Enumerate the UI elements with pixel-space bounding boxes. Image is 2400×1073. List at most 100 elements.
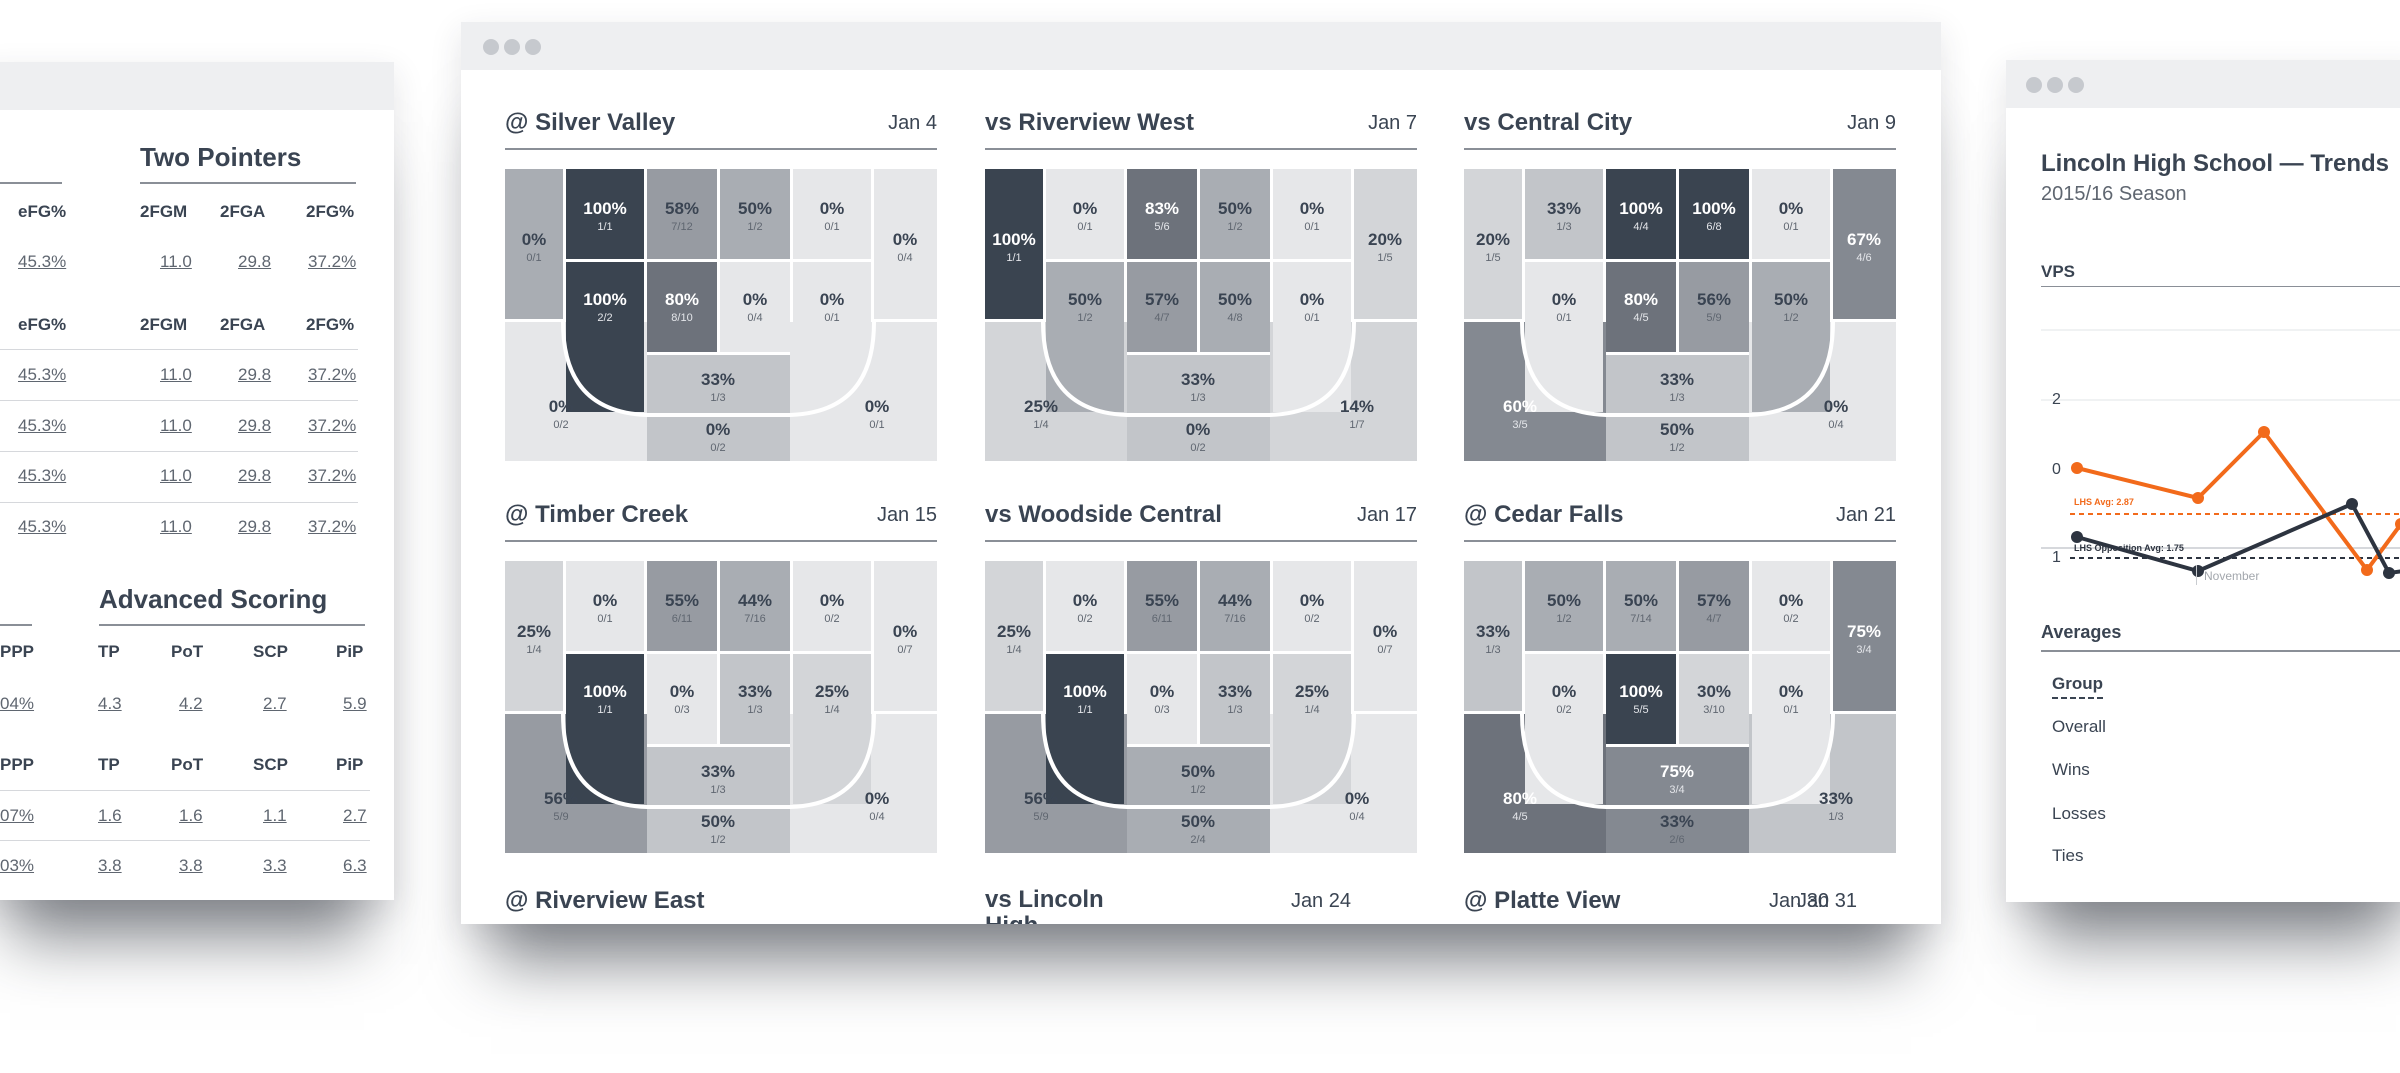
- zone-fraction: 0/4: [897, 252, 912, 264]
- efg-value[interactable]: 45.3%: [18, 416, 67, 435]
- three-point-arc: [1041, 713, 1356, 809]
- lhs-point[interactable]: [2395, 518, 2400, 530]
- pip-value[interactable]: 2.7: [343, 806, 367, 825]
- pot-value[interactable]: 4.2: [179, 694, 203, 713]
- ppp-value[interactable]: 04%: [0, 694, 35, 713]
- game-title-rule: [505, 540, 937, 542]
- shot-chart-court: 20% 1/5 33% 1/3 100% 4/4 100% 6/8 0% 0/1 67% 4/6 0% 0…: [1464, 169, 1896, 461]
- zone-fraction: 6/8: [1706, 221, 1721, 233]
- ppp-value[interactable]: 03%: [0, 856, 35, 875]
- 2fg-pct-value[interactable]: 37.2%: [308, 466, 357, 485]
- 2fgm-value[interactable]: 11.0: [160, 466, 192, 485]
- shot-zone: [505, 561, 563, 711]
- season-label: 2015/16 Season: [2041, 183, 2187, 205]
- zone-percentage: 30%: [1697, 682, 1731, 701]
- opponent-point[interactable]: [2071, 531, 2083, 543]
- 2fga-value[interactable]: 29.8: [238, 416, 272, 435]
- opponent-point[interactable]: [2383, 567, 2395, 579]
- 2fg-pct-value[interactable]: 37.2%: [308, 416, 357, 435]
- group-header[interactable]: Group: [2052, 674, 2103, 699]
- pot-value[interactable]: 1.6: [179, 806, 203, 825]
- tp-value[interactable]: 4.3: [98, 694, 122, 713]
- shot-zone: [647, 654, 717, 744]
- ppp-value[interactable]: 07%: [0, 806, 35, 825]
- shot-zone: [647, 169, 717, 259]
- efg-value[interactable]: 45.3%: [18, 365, 67, 384]
- window-minimize-icon[interactable]: [2047, 77, 2063, 93]
- zone-fraction: 5/6: [1154, 221, 1169, 233]
- shot-zone: [1046, 561, 1124, 651]
- scp-value[interactable]: 2.7: [263, 694, 287, 713]
- vps-label: VPS: [2041, 262, 2076, 281]
- 2fga-value[interactable]: 29.8: [238, 466, 272, 485]
- 2fga-value[interactable]: 29.8: [238, 252, 272, 271]
- 2fgm-value[interactable]: 11.0: [160, 365, 192, 384]
- efg-value[interactable]: 45.3%: [18, 517, 67, 536]
- average-item-losses[interactable]: Losses: [2052, 804, 2106, 823]
- lhs-point[interactable]: [2258, 426, 2270, 438]
- opponent-point[interactable]: [2346, 498, 2358, 510]
- shot-zone: [1046, 654, 1124, 804]
- lhs-point[interactable]: [2071, 462, 2083, 474]
- window-close-icon[interactable]: [2026, 77, 2042, 93]
- window-close-icon[interactable]: [483, 39, 499, 55]
- pip-header: PiP: [336, 755, 364, 774]
- zone-fraction: 0/4: [1349, 811, 1364, 823]
- shot-zone: [1679, 262, 1749, 352]
- pip-value[interactable]: 5.9: [343, 694, 367, 713]
- zone-fraction: 0/2: [553, 419, 568, 431]
- zone-fraction: 1/5: [1377, 252, 1392, 264]
- 2fg-pct-value[interactable]: 37.2%: [308, 517, 357, 536]
- 2fga-value[interactable]: 29.8: [238, 365, 272, 384]
- shot-zone: [566, 262, 644, 412]
- average-item-overall[interactable]: Overall: [2052, 717, 2106, 736]
- zone-percentage: 50%: [1547, 591, 1581, 610]
- pot-value[interactable]: 3.8: [179, 856, 203, 875]
- 2fgm-value[interactable]: 11.0: [160, 252, 192, 271]
- shot-zone: [1127, 355, 1270, 461]
- window-minimize-icon[interactable]: [504, 39, 520, 55]
- window-maximize-icon[interactable]: [525, 39, 541, 55]
- tp-value[interactable]: 1.6: [98, 806, 122, 825]
- 2fgm-header: 2FGM: [140, 202, 188, 221]
- shot-zone: [1606, 169, 1676, 259]
- shot-chart-court: 0% 0/1 100% 1/1 58% 7/12 50% 1/2 0% 0/1 0% 0/4 100% 2…: [505, 169, 937, 461]
- scp-value[interactable]: 3.3: [263, 856, 287, 875]
- 2fgm-value[interactable]: 11.0: [160, 517, 192, 536]
- zone-percentage: 25%: [815, 682, 849, 701]
- 2fgm-value[interactable]: 11.0: [160, 416, 192, 435]
- zone-percentage: 83%: [1145, 199, 1179, 218]
- shot-zone: [1833, 561, 1896, 711]
- averages-title: Averages: [2041, 622, 2122, 642]
- 2fg-pct-value[interactable]: 37.2%: [308, 365, 357, 384]
- y-tick-label: 0: [2052, 461, 2061, 478]
- average-item-wins[interactable]: Wins: [2052, 760, 2090, 779]
- zone-percentage: 0%: [549, 397, 574, 416]
- zone-fraction: 1/1: [1006, 252, 1021, 264]
- zone-percentage: 33%: [1547, 199, 1581, 218]
- 2fga-value[interactable]: 29.8: [238, 517, 272, 536]
- pip-value[interactable]: 6.3: [343, 856, 367, 875]
- tp-value[interactable]: 3.8: [98, 856, 122, 875]
- lhs-point[interactable]: [2361, 564, 2373, 576]
- window-maximize-icon[interactable]: [2068, 77, 2084, 93]
- efg-value[interactable]: 45.3%: [18, 466, 67, 485]
- scp-value[interactable]: 1.1: [263, 806, 287, 825]
- zone-percentage: 25%: [1295, 682, 1329, 701]
- zone-fraction: 0/4: [869, 811, 884, 823]
- average-item-ties[interactable]: Ties: [2052, 846, 2084, 865]
- zone-fraction: 1/4: [526, 644, 541, 656]
- shot-zone: [1606, 747, 1749, 853]
- opponent-point[interactable]: [2192, 565, 2204, 577]
- zone-fraction: 1/2: [710, 834, 725, 846]
- shot-zone: [1525, 561, 1603, 651]
- zone-fraction: 1/2: [1783, 312, 1798, 324]
- shot-zone: [1606, 561, 1676, 651]
- 2fg-pct-value[interactable]: 37.2%: [308, 252, 357, 271]
- lhs-point[interactable]: [2192, 492, 2204, 504]
- efg-value[interactable]: 45.3%: [18, 252, 67, 271]
- zone-fraction: 0/1: [1077, 221, 1092, 233]
- tp-header: TP: [98, 755, 120, 774]
- zone-percentage: 0%: [1552, 682, 1577, 701]
- game-date: Jan 15: [876, 504, 937, 526]
